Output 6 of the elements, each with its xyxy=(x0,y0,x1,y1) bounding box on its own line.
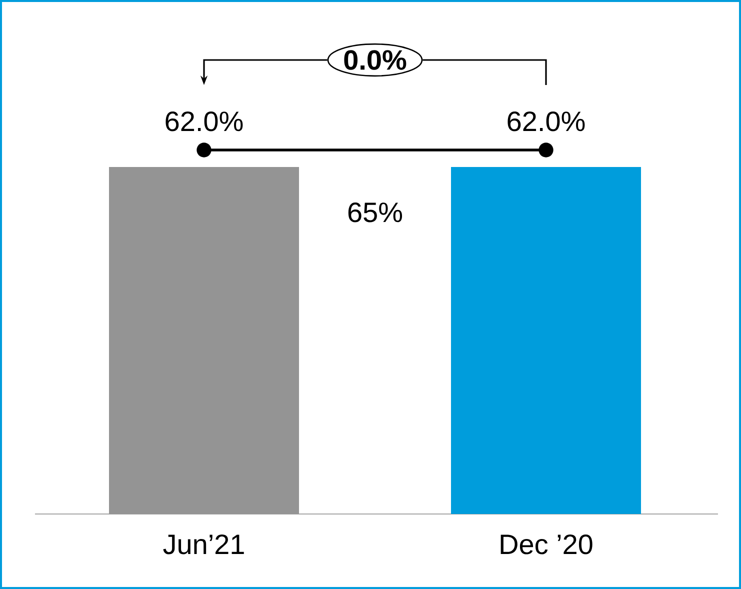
x-tick-label: Dec ’20 xyxy=(500,534,592,554)
x-tick-label: Jun’21 xyxy=(163,534,244,554)
data-label: 62.0% xyxy=(508,111,585,132)
data-label: 62.0% xyxy=(166,111,243,132)
annotation: 65% xyxy=(348,202,402,222)
text: 0.0% xyxy=(344,50,406,70)
